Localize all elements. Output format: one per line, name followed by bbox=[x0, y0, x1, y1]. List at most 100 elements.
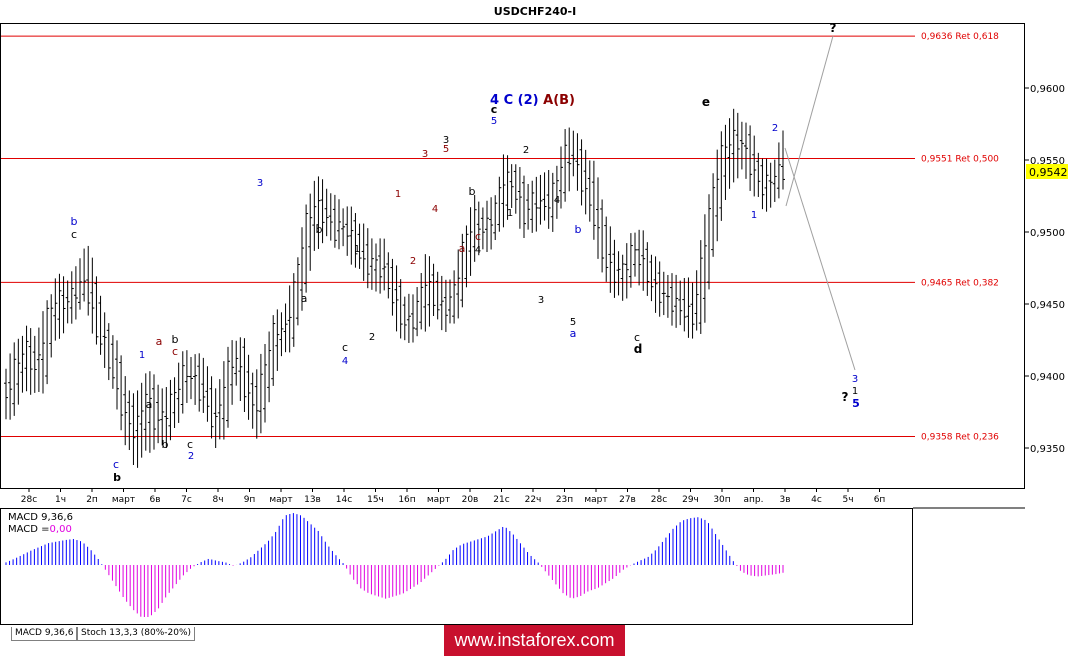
tab-stoch[interactable]: Stoch 13,3,3 (80%-20%) bbox=[77, 627, 196, 641]
price-bar bbox=[423, 254, 428, 332]
price-bar bbox=[172, 377, 177, 428]
price-bar bbox=[328, 193, 333, 241]
price-bar bbox=[69, 271, 74, 324]
time-tick-label: март bbox=[269, 495, 292, 505]
price-bar bbox=[768, 162, 773, 208]
price-bar bbox=[254, 369, 259, 439]
price-bar bbox=[509, 164, 514, 208]
price-bar bbox=[653, 256, 658, 313]
price-bar bbox=[143, 373, 148, 451]
price-bar bbox=[110, 335, 115, 389]
price-bar bbox=[279, 312, 284, 357]
wave-label: c bbox=[172, 345, 178, 358]
main-chart-frame bbox=[0, 23, 1025, 489]
price-bar bbox=[419, 272, 424, 330]
wave-label: b bbox=[162, 438, 169, 451]
projection-down-line bbox=[784, 147, 856, 371]
price-bar bbox=[78, 258, 82, 310]
price-bar bbox=[731, 108, 736, 183]
time-tick-label: 1ч bbox=[55, 495, 66, 505]
price-bar bbox=[472, 194, 477, 262]
price-bars bbox=[4, 108, 785, 468]
price-bar bbox=[160, 388, 165, 446]
price-bar bbox=[489, 197, 494, 250]
fib-level-label: 0,9551 Ret 0,500 bbox=[921, 155, 999, 165]
price-bar bbox=[349, 206, 354, 265]
price-bar bbox=[756, 152, 761, 197]
price-bar bbox=[616, 251, 621, 296]
wave-label: 2 bbox=[410, 256, 416, 267]
time-tick-label: 20в bbox=[462, 495, 479, 505]
wave-label: c bbox=[491, 103, 498, 116]
time-tick-label: 28с bbox=[21, 495, 37, 505]
wave-label: c bbox=[113, 458, 119, 471]
price-bar bbox=[583, 149, 588, 215]
price-bar bbox=[275, 309, 280, 371]
price-bar bbox=[308, 193, 313, 271]
price-bar bbox=[4, 368, 8, 420]
time-tick-label: 4с bbox=[811, 495, 822, 505]
price-bar bbox=[45, 300, 50, 385]
price-bar bbox=[176, 362, 181, 423]
price-bar bbox=[415, 287, 420, 337]
time-tick-label: 7с bbox=[181, 495, 192, 505]
price-bar bbox=[591, 160, 596, 240]
price-bar bbox=[575, 133, 580, 191]
tab-macd[interactable]: MACD 9,36,6 bbox=[11, 627, 78, 641]
price-bar bbox=[267, 331, 272, 403]
price-bar bbox=[501, 154, 506, 228]
wave-label: b bbox=[172, 333, 179, 346]
price-bar bbox=[123, 376, 128, 446]
price-bar bbox=[61, 276, 66, 334]
time-tick-label: 13в bbox=[304, 495, 321, 505]
price-bar bbox=[723, 124, 728, 200]
price-tick-label: 0,9400 bbox=[1030, 372, 1065, 383]
price-bar bbox=[300, 227, 304, 311]
price-bar bbox=[682, 277, 687, 332]
price-bar bbox=[567, 127, 572, 192]
price-bar bbox=[448, 279, 452, 324]
price-bar bbox=[12, 342, 17, 416]
price-bar bbox=[127, 390, 132, 451]
price-bar bbox=[119, 355, 124, 431]
price-bar bbox=[353, 213, 358, 268]
price-bar bbox=[320, 179, 325, 244]
wave-label: a bbox=[301, 292, 308, 305]
wave-label: 1 bbox=[395, 189, 401, 200]
price-bar bbox=[526, 183, 531, 230]
price-bar bbox=[398, 279, 403, 339]
price-tick-label: 0,9450 bbox=[1030, 300, 1065, 311]
wave-big-label-part: (2) bbox=[513, 93, 538, 108]
time-tick-label: 23п bbox=[556, 495, 573, 505]
price-bar bbox=[378, 238, 383, 294]
price-bar bbox=[686, 277, 691, 338]
price-bar bbox=[587, 160, 592, 222]
price-bar bbox=[291, 273, 296, 347]
time-tick-label: 14с bbox=[336, 495, 352, 505]
wave-label: b bbox=[575, 223, 582, 236]
price-bar bbox=[28, 328, 33, 395]
price-bar bbox=[41, 311, 45, 394]
price-bar bbox=[32, 335, 37, 393]
price-bar bbox=[8, 353, 13, 420]
price-bar bbox=[641, 230, 646, 291]
price-bar bbox=[752, 135, 757, 197]
price-bar bbox=[271, 315, 276, 386]
price-bar bbox=[776, 142, 781, 199]
price-bar bbox=[304, 204, 309, 293]
price-bar bbox=[312, 180, 317, 251]
price-bar bbox=[238, 337, 243, 401]
price-bar bbox=[748, 125, 753, 191]
price-bar bbox=[332, 194, 337, 248]
price-bar bbox=[707, 194, 711, 290]
time-tick-label: 16п bbox=[398, 495, 415, 505]
price-bar bbox=[164, 387, 169, 448]
price-bar bbox=[156, 384, 161, 444]
current-price-marker: 0,9542 bbox=[1026, 164, 1068, 179]
price-bar bbox=[82, 248, 87, 302]
price-bar bbox=[460, 233, 465, 308]
current-price-label: 0,9542 bbox=[1029, 166, 1068, 179]
price-bar bbox=[781, 130, 785, 190]
instaforex-brand-banner[interactable]: www.instaforex.com bbox=[444, 625, 625, 656]
price-bar bbox=[480, 207, 485, 250]
